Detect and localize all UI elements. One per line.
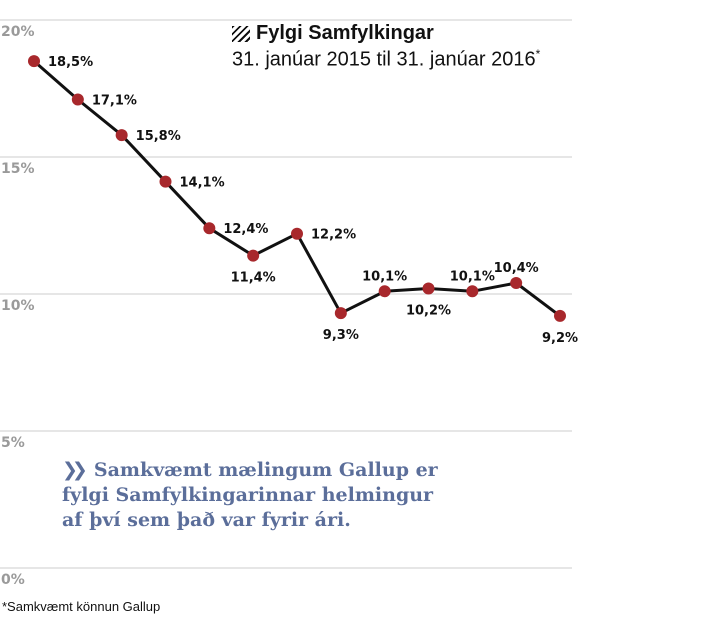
data-label: 9,3% [323, 328, 359, 343]
chart-subtitle: 31. janúar 2015 til 31. janúar 2016* [232, 47, 692, 72]
data-point [159, 175, 172, 188]
data-point [115, 129, 128, 142]
data-label: 12,4% [223, 222, 268, 237]
data-point [510, 277, 523, 290]
y-tick-label: 5% [1, 435, 25, 451]
annotation-text: Samkvæmt mælingum Gallup er fylgi Samfyl… [62, 459, 438, 531]
data-point [247, 249, 260, 262]
data-labels: 18,5% 17,1% 15,8% 14,1% 12,4% 11,4% 12,2% 9,3% 1… [48, 55, 578, 346]
y-axis-ticks: 20% 15% 10% 5% 0% [1, 24, 35, 588]
y-tick-label: 20% [1, 24, 35, 40]
data-point [334, 307, 347, 320]
data-points [28, 55, 566, 322]
y-tick-label: 0% [1, 572, 25, 588]
data-label: 18,5% [48, 55, 93, 70]
chart-title: Fylgi Samfylkingar [232, 22, 692, 45]
subtitle-asterisk: * [535, 47, 541, 61]
chart-title-block: Fylgi Samfylkingar 31. janúar 2015 til 3… [232, 22, 692, 72]
data-label: 11,4% [231, 271, 276, 286]
data-point [28, 55, 40, 68]
data-point [422, 282, 435, 295]
data-point [554, 309, 566, 322]
hatch-icon [232, 25, 250, 42]
chart-subtitle-text: 31. janúar 2015 til 31. janúar 2016 [232, 48, 536, 71]
data-point [378, 285, 391, 298]
data-point [203, 222, 216, 235]
y-tick-label: 10% [1, 298, 35, 314]
data-label: 14,1% [180, 176, 225, 191]
y-tick-label: 15% [1, 161, 35, 177]
data-point [291, 227, 303, 240]
double-chevron-icon: ❯❯ [62, 459, 88, 481]
data-label: 9,2% [542, 331, 578, 346]
annotation-note: ❯❯ Samkvæmt mælingum Gallup er fylgi Samf… [62, 458, 442, 533]
data-label: 10,1% [362, 269, 407, 284]
data-label: 10,4% [494, 261, 539, 276]
data-point [71, 93, 84, 106]
data-label: 10,2% [406, 304, 451, 319]
data-point [466, 285, 479, 298]
chart-title-text: Fylgi Samfylkingar [256, 22, 434, 44]
data-label: 10,1% [450, 269, 495, 284]
data-label: 12,2% [311, 228, 356, 243]
data-label: 15,8% [136, 129, 181, 144]
data-label: 17,1% [92, 93, 137, 108]
grid-lines [0, 19, 572, 569]
footnote: *Samkvæmt könnun Gallup [2, 599, 161, 614]
